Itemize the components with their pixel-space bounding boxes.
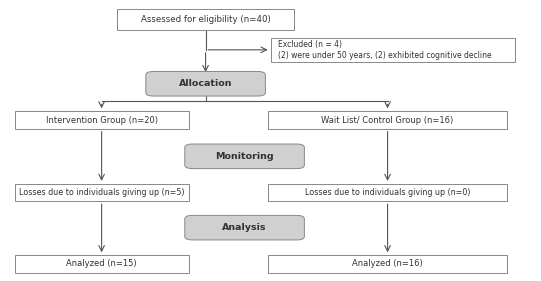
FancyBboxPatch shape — [15, 111, 189, 129]
FancyBboxPatch shape — [268, 184, 507, 201]
FancyBboxPatch shape — [185, 144, 305, 169]
Text: Losses due to individuals giving up (n=5): Losses due to individuals giving up (n=5… — [19, 188, 184, 197]
FancyBboxPatch shape — [270, 38, 515, 62]
FancyBboxPatch shape — [268, 111, 507, 129]
FancyBboxPatch shape — [185, 215, 305, 240]
Text: Analyzed (n=15): Analyzed (n=15) — [67, 259, 137, 268]
Text: Intervention Group (n=20): Intervention Group (n=20) — [45, 115, 157, 124]
FancyBboxPatch shape — [146, 71, 266, 96]
Text: Losses due to individuals giving up (n=0): Losses due to individuals giving up (n=0… — [305, 188, 470, 197]
Text: Analyzed (n=16): Analyzed (n=16) — [352, 259, 423, 268]
Text: Wait List/ Control Group (n=16): Wait List/ Control Group (n=16) — [321, 115, 454, 124]
FancyBboxPatch shape — [15, 184, 189, 201]
FancyBboxPatch shape — [117, 9, 294, 30]
Text: Monitoring: Monitoring — [215, 152, 274, 161]
Text: Allocation: Allocation — [179, 79, 232, 88]
Text: Excluded (n = 4)
(2) were under 50 years, (2) exhibited cognitive decline: Excluded (n = 4) (2) were under 50 years… — [279, 40, 492, 60]
Text: Assessed for eligibility (n=40): Assessed for eligibility (n=40) — [141, 15, 270, 24]
Text: Analysis: Analysis — [222, 223, 267, 232]
FancyBboxPatch shape — [15, 255, 189, 273]
FancyBboxPatch shape — [268, 255, 507, 273]
